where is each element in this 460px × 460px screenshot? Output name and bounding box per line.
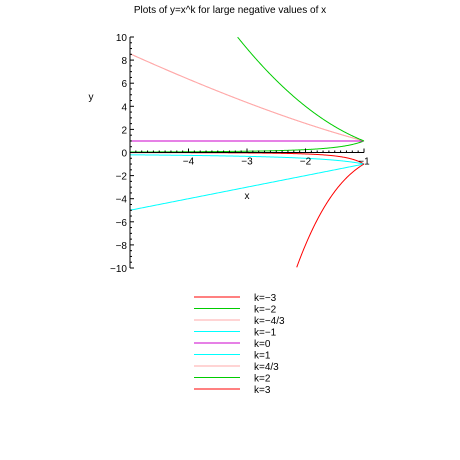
legend-label: k=−3 xyxy=(254,293,277,304)
y-axis-label: y xyxy=(89,92,94,103)
series-line-5 xyxy=(129,163,365,211)
legend-item: k=−1 xyxy=(194,328,277,339)
y-tick-label: 4 xyxy=(121,102,127,113)
y-tick-label: 10 xyxy=(116,33,128,44)
legend-label: k=1 xyxy=(254,351,271,362)
legend-label: k=−2 xyxy=(254,305,277,316)
series-line-7 xyxy=(237,36,365,142)
y-tick-label: −2 xyxy=(116,172,128,183)
y-tick-label: 6 xyxy=(121,79,127,90)
legend-label: k=3 xyxy=(254,385,271,396)
legend-item: k=4/3 xyxy=(194,362,279,373)
legend: k=−3k=−2k=−4/3k=−1k=0k=1k=4/3k=2k=3 xyxy=(194,293,285,396)
legend-item: k=−4/3 xyxy=(194,316,285,327)
y-tick-label: −8 xyxy=(116,241,128,252)
x-tick-label: −4 xyxy=(183,157,195,168)
x-tick-label: −2 xyxy=(300,157,312,168)
legend-label: k=−4/3 xyxy=(254,316,285,327)
y-tick-label: −10 xyxy=(110,264,127,275)
y-tick-label: −6 xyxy=(116,218,128,229)
plot-series-group xyxy=(129,36,365,268)
y-tick-label: 8 xyxy=(121,56,127,67)
legend-item: k=2 xyxy=(194,374,271,385)
legend-item: k=0 xyxy=(194,339,271,350)
legend-item: k=3 xyxy=(194,385,271,396)
axes-group: −4 −3 −2 −1 10 8 6 4 2 0 −2 −4 −6 −8 −10 xyxy=(110,33,370,275)
legend-label: k=4/3 xyxy=(254,362,279,373)
x-tick-label: −3 xyxy=(241,157,253,168)
legend-item: k=−3 xyxy=(194,293,277,304)
y-tick-label: 2 xyxy=(121,125,127,136)
legend-label: k=2 xyxy=(254,374,271,385)
legend-item: k=−2 xyxy=(194,305,277,316)
x-axis-label: x xyxy=(245,191,250,202)
series-line-8 xyxy=(296,163,365,268)
series-line-6 xyxy=(129,53,365,142)
series-line-2 xyxy=(129,53,365,142)
x-tick-label: −1 xyxy=(358,157,370,168)
legend-label: k=0 xyxy=(254,339,271,350)
legend-label: k=−1 xyxy=(254,328,277,339)
legend-item: k=1 xyxy=(194,351,271,362)
chart-title: Plots of y=x^k for large negative values… xyxy=(134,5,326,16)
y-tick-label: −4 xyxy=(116,195,128,206)
y-tick-label: 0 xyxy=(121,149,127,160)
series-line-3 xyxy=(130,154,365,165)
